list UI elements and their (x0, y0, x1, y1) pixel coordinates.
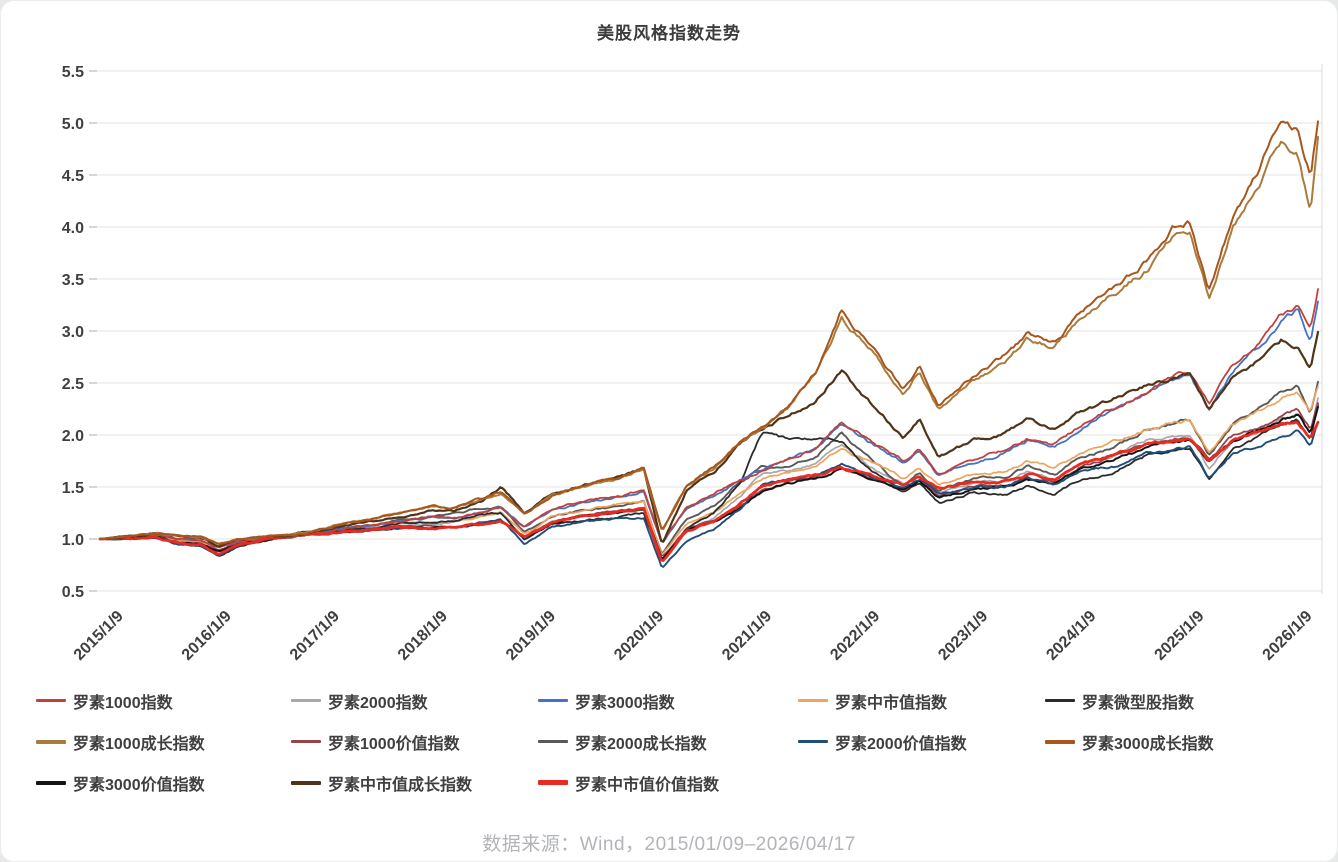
legend-swatch-line (798, 699, 828, 702)
legend-item: 罗素2000价值指数 (798, 728, 1045, 755)
legend-label: 罗素2000价值指数 (835, 735, 967, 753)
legend-item: 罗素1000指数 (36, 687, 291, 714)
legend-label: 罗素中市值指数 (835, 694, 948, 712)
legend-swatch-line (291, 740, 321, 743)
x-axis-label: 2023/1/9 (935, 608, 991, 664)
legend-swatch-line (538, 699, 568, 702)
x-axis-label: 2018/1/9 (395, 608, 451, 664)
legend-swatch-line (1045, 739, 1075, 744)
legend-label: 罗素1000成长指数 (73, 735, 205, 753)
y-axis-label: 5.0 (62, 116, 84, 133)
legend-item: 罗素3000价值指数 (36, 769, 291, 796)
legend-swatch-line (798, 740, 828, 743)
legend-item: 罗素3000成长指数 (1045, 728, 1214, 755)
legend-swatch-line (538, 780, 568, 785)
y-axis-label: 1.0 (62, 532, 84, 549)
y-axis-label: 5.5 (62, 64, 84, 81)
x-axis-label: 2022/1/9 (827, 608, 883, 664)
legend-swatch-line (36, 739, 66, 744)
legend-item: 罗素中市值指数 (798, 687, 1045, 714)
chart-legend: 罗素1000指数 罗素2000指数 罗素3000指数 罗素中市值指数 罗素微型股指数罗素… (36, 687, 1214, 796)
y-axis-label: 2.0 (62, 428, 84, 445)
legend-label: 罗素3000成长指数 (1082, 735, 1214, 753)
x-axis-label: 2026/1/9 (1260, 608, 1316, 664)
y-axis-label: 3.5 (62, 272, 84, 289)
x-axis-label: 2025/1/9 (1152, 608, 1208, 664)
x-axis-label: 2017/1/9 (287, 608, 343, 664)
legend-item: 罗素2000指数 (291, 687, 538, 714)
y-axis-label: 4.5 (62, 168, 84, 185)
y-axis-label: 1.5 (62, 480, 84, 497)
legend-label: 罗素微型股指数 (1082, 694, 1195, 712)
x-axis-label: 2019/1/9 (503, 608, 559, 664)
legend-item: 罗素1000价值指数 (291, 728, 538, 755)
legend-label: 罗素2000成长指数 (575, 735, 707, 753)
y-axis-label: 2.5 (62, 376, 84, 393)
x-axis-label: 2020/1/9 (611, 608, 667, 664)
legend-label: 罗素1000价值指数 (328, 735, 460, 753)
y-axis-label: 4.0 (62, 220, 84, 237)
x-axis-label: 2024/1/9 (1043, 608, 1099, 664)
series-line-6 (99, 135, 1319, 545)
x-axis-label: 2021/1/9 (719, 608, 775, 664)
legend-swatch-line (36, 699, 66, 702)
legend-label: 罗素中市值价值指数 (575, 776, 720, 794)
legend-item: 罗素中市值成长指数 (291, 769, 538, 796)
series-line-8 (99, 380, 1319, 555)
series-line-13 (98, 420, 1320, 562)
legend-label: 罗素3000指数 (575, 694, 675, 712)
legend-label: 罗素中市值成长指数 (328, 776, 473, 794)
series-line-3 (99, 300, 1319, 549)
legend-item: 罗素1000成长指数 (36, 728, 291, 755)
legend-item: 罗素2000成长指数 (538, 728, 798, 755)
y-axis-label: 3.0 (62, 324, 84, 341)
legend-swatch-line (538, 740, 568, 743)
legend-item: 罗素中市值价值指数 (538, 769, 798, 796)
series-line-7 (99, 402, 1319, 557)
legend-item: 罗素3000指数 (538, 687, 798, 714)
legend-swatch-line (291, 699, 321, 702)
legend-label: 罗素3000价值指数 (73, 776, 205, 794)
y-axis-label: 0.5 (62, 584, 84, 601)
legend-label: 罗素1000指数 (73, 694, 173, 712)
x-axis-label: 2016/1/9 (179, 608, 235, 664)
legend-swatch-line (36, 780, 66, 785)
legend-swatch-line (1045, 699, 1075, 702)
legend-swatch-line (291, 780, 321, 785)
legend-label: 罗素2000指数 (328, 694, 428, 712)
legend-item: 罗素微型股指数 (1045, 687, 1214, 714)
x-axis-label: 2015/1/9 (71, 608, 127, 664)
series-line-10 (99, 120, 1319, 546)
chart-title: 美股风格指数走势 (597, 24, 741, 43)
data-source-note: 数据来源：Wind，2015/01/09–2026/04/17 (482, 834, 856, 855)
